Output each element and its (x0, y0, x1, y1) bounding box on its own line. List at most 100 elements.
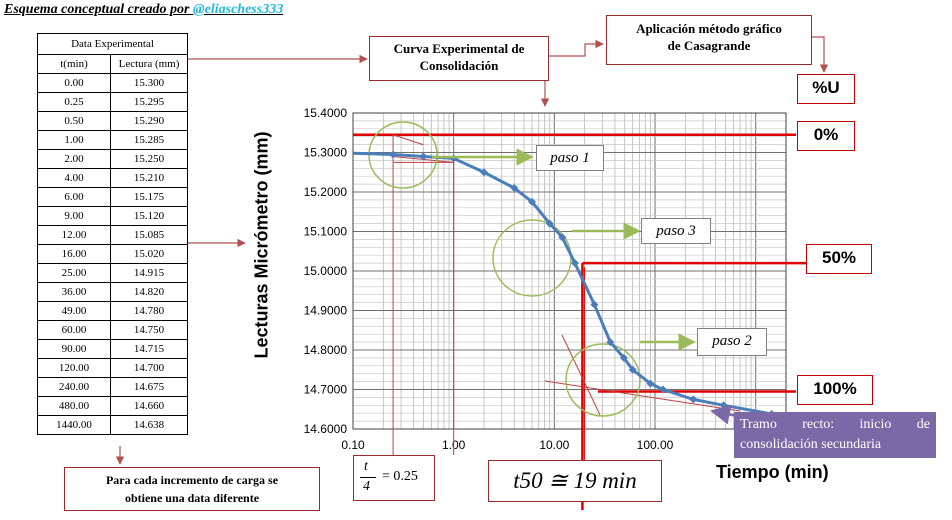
data-point (590, 300, 599, 309)
y-tick-label: 14.7000 (304, 383, 348, 397)
table-row: 480.00 14.660 (37, 396, 188, 416)
data-point (510, 184, 519, 193)
step1-bracket-upper (392, 134, 424, 146)
reading-cell: 14.638 (110, 415, 188, 435)
step-1-label: paso 1 (536, 145, 604, 171)
table-row: 1.00 15.285 (37, 130, 188, 150)
level-0-label: 0% (797, 121, 855, 151)
reading-cell: 15.290 (110, 111, 188, 131)
table-row: 240.00 14.675 (37, 377, 188, 397)
t-quarter-formula: t 4 = 0.25 (353, 455, 435, 501)
time-cell: 25.00 (37, 263, 111, 283)
x-tick-label: 0.10 (341, 438, 365, 452)
data-point (479, 168, 488, 177)
data-point (606, 338, 615, 347)
data-point (619, 353, 628, 362)
data-point (419, 152, 428, 161)
secondary-tangent (544, 380, 741, 412)
header-title: Esquema conceptual creado por @eliasches… (4, 2, 283, 18)
reading-cell: 15.210 (110, 168, 188, 188)
time-cell: 1440.00 (37, 415, 111, 435)
plot-frame (352, 112, 787, 430)
curve-to-method-arrow (548, 39, 604, 57)
table-row: 4.00 15.210 (37, 168, 188, 188)
author-handle[interactable]: @eliaschess333 (193, 2, 284, 17)
y-axis-label: Lecturas Micrómetro (mm) (251, 131, 272, 359)
table-row: 120.00 14.700 (37, 358, 188, 378)
reading-cell: 14.660 (110, 396, 188, 416)
time-cell: 6.00 (37, 187, 111, 207)
callout-arrows (115, 36, 829, 465)
y-tick-label: 14.6000 (304, 422, 348, 436)
time-cell: 49.00 (37, 301, 111, 321)
percent-u-label: %U (797, 74, 855, 104)
data-point (389, 150, 398, 159)
data-point (628, 365, 637, 374)
y-tick-label: 15.3000 (304, 146, 348, 160)
table-row: 6.00 15.175 (37, 187, 188, 207)
data-point (689, 395, 698, 404)
level-100-label: 100% (797, 375, 873, 405)
table-row: 0.25 15.295 (37, 92, 188, 112)
time-cell: 60.00 (37, 320, 111, 340)
data-point (646, 379, 655, 388)
table-row: 12.00 15.085 (37, 225, 188, 245)
method-label-line2: de Casagrande (667, 38, 751, 53)
reading-cell: 14.700 (110, 358, 188, 378)
t-denominator: 4 (363, 479, 370, 494)
reading-cell: 15.285 (110, 130, 188, 150)
t-numerator: t (364, 459, 368, 474)
table-row: 60.00 14.750 (37, 320, 188, 340)
y-tick-label: 15.2000 (304, 185, 348, 199)
data-point (545, 219, 554, 228)
x-tick-label: 10.00 (539, 438, 569, 452)
table-row: 90.00 14.715 (37, 339, 188, 359)
data-point (528, 197, 537, 206)
note-line1: Para cada incremento de carga se (105, 473, 279, 487)
time-cell: 480.00 (37, 396, 111, 416)
time-cell: 36.00 (37, 282, 111, 302)
curve-label-line2: Consolidación (419, 58, 499, 73)
y-tick-label: 14.9000 (304, 304, 348, 318)
method-to-percent-arrow (810, 36, 829, 73)
curve-label-box: Curva Experimental de Consolidación (369, 36, 549, 81)
curve-label-line1: Curva Experimental de (393, 41, 525, 56)
experimental-curve (352, 150, 776, 418)
level-50-label: 50% (806, 244, 872, 274)
step-2-label: paso 2 (697, 328, 767, 356)
y-tick-labels: 14.6000 14.7000 14.8000 14.9000 15.0000 15.10… (304, 106, 348, 436)
reading-cell: 14.750 (110, 320, 188, 340)
t50-formula: t50 ≅ 19 min (488, 460, 662, 502)
t-quarter-value: = 0.25 (382, 469, 418, 484)
step2-circle (565, 343, 641, 417)
method-label-box: Aplicación método gráfico de Casagrande (606, 15, 812, 65)
table-row: 0.50 15.290 (37, 111, 188, 131)
data-point (570, 259, 579, 268)
reading-cell: 14.915 (110, 263, 188, 283)
y-tick-label: 15.4000 (304, 106, 348, 120)
data-note-box: Para cada incremento de carga se obtiene… (64, 467, 320, 511)
time-cell: 240.00 (37, 377, 111, 397)
data-table: Data Experimental t(min) Lectura (mm) 0.… (37, 33, 188, 435)
table-row: 49.00 14.780 (37, 301, 188, 321)
y-tick-label: 15.0000 (304, 264, 348, 278)
header-prefix: Esquema conceptual creado por (4, 2, 193, 17)
table-row: 16.00 15.020 (37, 244, 188, 264)
reading-cell: 15.175 (110, 187, 188, 207)
primary-tangent (561, 334, 601, 416)
data-point (658, 385, 667, 394)
data-point (558, 233, 567, 242)
secondary-consolidation-note: Tramo recto: inicio de consolidación sec… (734, 412, 936, 458)
table-row: 25.00 14.915 (37, 263, 188, 283)
y-tick-label: 14.8000 (304, 343, 348, 357)
y-tick-label: 15.1000 (304, 225, 348, 239)
table-row: 36.00 14.820 (37, 282, 188, 302)
x-tick-label: 100.00 (637, 438, 674, 452)
x-axis-label: Tiempo (min) (716, 462, 829, 482)
method-label-line1: Aplicación método gráfico (636, 21, 782, 36)
table-row: 1440.00 14.638 (37, 415, 188, 435)
secondary-note-arrow (710, 404, 738, 425)
step-3-label: paso 3 (641, 218, 711, 244)
